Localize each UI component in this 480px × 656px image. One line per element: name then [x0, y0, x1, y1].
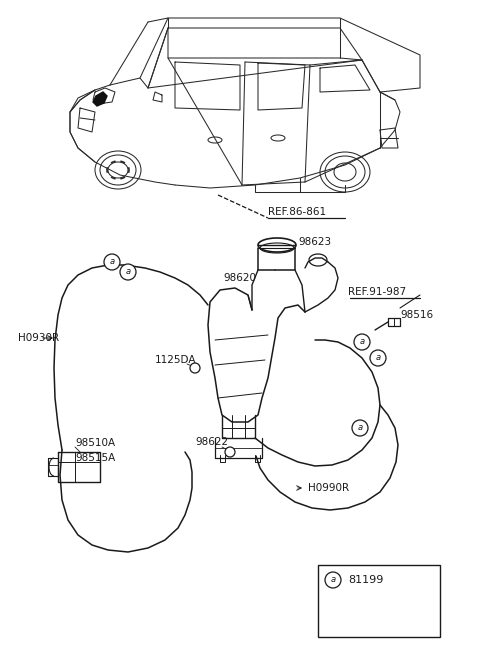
Circle shape [120, 264, 136, 280]
Text: REF.91-987: REF.91-987 [348, 287, 406, 297]
Text: 81199: 81199 [348, 575, 384, 585]
Text: a: a [125, 268, 131, 276]
Circle shape [352, 420, 368, 436]
Text: a: a [330, 575, 336, 584]
Bar [318, 565, 440, 637]
Text: H0930R: H0930R [18, 333, 59, 343]
Text: 98515A: 98515A [75, 453, 115, 463]
Polygon shape [93, 92, 107, 106]
Text: H0990R: H0990R [308, 483, 349, 493]
Text: a: a [375, 354, 381, 363]
Text: a: a [360, 337, 365, 346]
Circle shape [370, 350, 386, 366]
Bar [361, 609, 386, 627]
Circle shape [325, 572, 341, 588]
Text: a: a [109, 258, 115, 266]
Circle shape [104, 254, 120, 270]
Circle shape [190, 363, 200, 373]
Text: 98622: 98622 [195, 437, 228, 447]
Text: 98510A: 98510A [75, 438, 115, 448]
Text: 98516: 98516 [400, 310, 433, 320]
Text: 1125DA: 1125DA [155, 355, 196, 365]
Text: 98623: 98623 [298, 237, 331, 247]
Circle shape [225, 447, 235, 457]
Text: a: a [358, 424, 362, 432]
Text: REF.86-861: REF.86-861 [268, 207, 326, 217]
Text: 98620: 98620 [223, 273, 256, 283]
Circle shape [354, 334, 370, 350]
